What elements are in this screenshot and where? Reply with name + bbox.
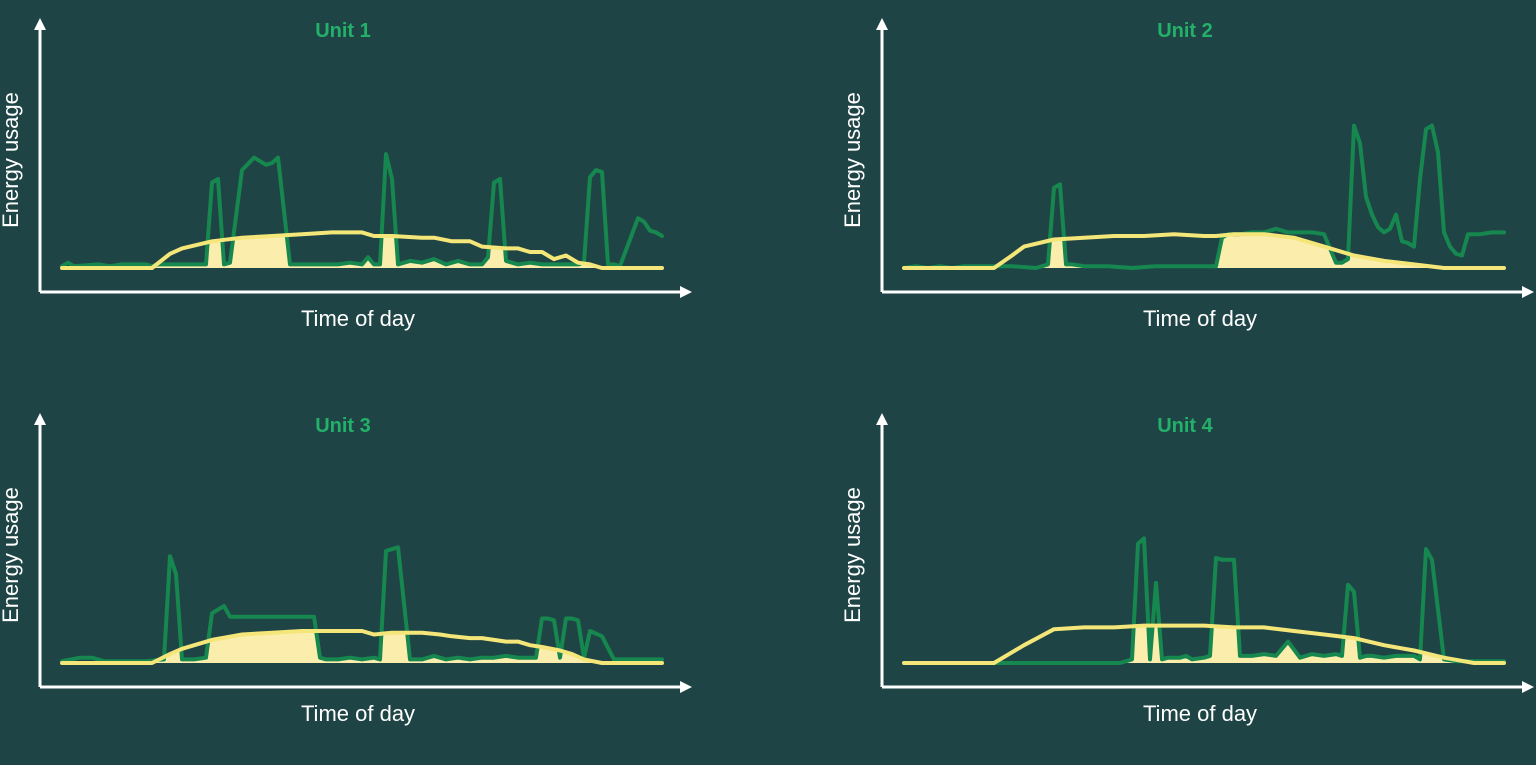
chart-svg: Unit 2 Time of day Energy usage <box>840 18 1534 331</box>
y-axis-arrow-icon <box>34 18 46 30</box>
chart-svg: Unit 3 Time of day Energy usage <box>0 413 692 726</box>
usage-line <box>902 123 1506 270</box>
x-axis-arrow-icon <box>680 286 692 298</box>
x-axis-arrow-icon <box>1522 681 1534 693</box>
x-axis-arrow-icon <box>680 681 692 693</box>
y-axis-label: Energy usage <box>840 487 865 623</box>
y-axis-label: Energy usage <box>0 92 23 228</box>
chart-svg: Unit 1 Time of day Energy usage <box>0 18 692 331</box>
chart-title: Unit 4 <box>1157 415 1213 437</box>
usage-line <box>60 545 664 664</box>
y-axis-label: Energy usage <box>840 92 865 228</box>
x-axis-label: Time of day <box>1143 306 1257 331</box>
chart-title: Unit 3 <box>315 415 371 437</box>
y-axis-arrow-icon <box>876 413 888 425</box>
chart-panel-unit-1: Unit 1 Time of day Energy usage <box>0 0 768 370</box>
x-axis-label: Time of day <box>1143 701 1257 726</box>
solar-line <box>60 230 664 270</box>
chart-panel-unit-3: Unit 3 Time of day Energy usage <box>0 395 768 765</box>
x-axis-label: Time of day <box>301 306 415 331</box>
chart-panel-unit-2: Unit 2 Time of day Energy usage <box>840 0 1536 370</box>
x-axis-label: Time of day <box>301 701 415 726</box>
usage-line <box>60 152 664 269</box>
figure: Unit 1 Time of day Energy usage Unit 2 Time … <box>0 0 1536 726</box>
chart-title: Unit 1 <box>315 20 371 42</box>
usage-line <box>902 536 1506 665</box>
solar-line <box>902 232 1506 270</box>
solar-covered-fill <box>62 631 662 663</box>
solar-line <box>902 623 1506 665</box>
y-axis-arrow-icon <box>34 413 46 425</box>
solar-covered-fill <box>904 625 1504 663</box>
solar-line <box>60 629 664 665</box>
chart-title: Unit 2 <box>1157 20 1213 42</box>
chart-panel-unit-4: Unit 4 Time of day Energy usage <box>840 395 1536 765</box>
x-axis-arrow-icon <box>1522 286 1534 298</box>
y-axis-label: Energy usage <box>0 487 23 623</box>
solar-covered-fill <box>904 234 1504 268</box>
y-axis-arrow-icon <box>876 18 888 30</box>
chart-svg: Unit 4 Time of day Energy usage <box>840 413 1534 726</box>
